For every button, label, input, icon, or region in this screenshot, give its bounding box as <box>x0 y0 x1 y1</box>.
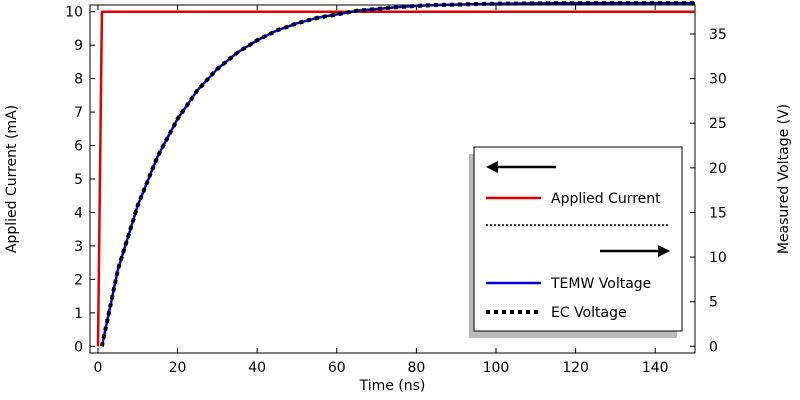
y-left-tick-label: 4 <box>74 205 83 221</box>
series-applied-current <box>96 10 695 347</box>
x-tick-label: 0 <box>93 360 102 376</box>
y-left-tick-label: 7 <box>74 105 83 121</box>
y-right-tick-label: 20 <box>709 161 727 177</box>
legend-label-applied-current: Applied Current <box>551 191 661 207</box>
y-left-axis-title: Applied Current (mA) <box>4 105 20 253</box>
y-right-tick-label: 15 <box>709 205 727 221</box>
y-left-tick-label: 3 <box>74 239 83 255</box>
y-left-tick-label: 2 <box>74 272 83 288</box>
y-right-tick-label: 10 <box>709 250 727 266</box>
y-left-tick-label: 10 <box>65 5 83 21</box>
y-right-tick-label: 25 <box>709 116 727 132</box>
y-left-tick-label: 9 <box>74 38 83 54</box>
y-left-tick-label: 1 <box>74 306 83 322</box>
series-ec-voltage <box>99 1 695 347</box>
x-tick-label: 20 <box>169 360 187 376</box>
x-tick-label: 80 <box>407 360 425 376</box>
legend-label-ec-voltage: EC Voltage <box>551 305 627 321</box>
x-tick-label: 40 <box>248 360 266 376</box>
y-left-tick-label: 8 <box>74 72 83 88</box>
arrow-left-icon <box>486 161 498 173</box>
legend-box <box>473 146 683 332</box>
y-left-tick-label: 6 <box>74 139 83 155</box>
x-tick-label: 140 <box>642 360 669 376</box>
x-axis-title: Time (ns) <box>359 378 426 394</box>
arrow-right-icon <box>658 245 670 257</box>
y-left-tick-label: 5 <box>74 172 83 188</box>
x-tick-label: 60 <box>328 360 346 376</box>
y-right-tick-label: 30 <box>709 72 727 88</box>
y-right-tick-label: 5 <box>709 295 718 311</box>
y-right-tick-label: 0 <box>709 339 718 355</box>
legend-label-temw-voltage: TEMW Voltage <box>550 276 651 292</box>
y-left-tick-label: 0 <box>74 339 83 355</box>
x-tick-label: 100 <box>483 360 510 376</box>
x-tick-label: 120 <box>562 360 589 376</box>
y-right-tick-label: 35 <box>709 27 727 43</box>
y-right-axis-title: Measured Voltage (V) <box>776 104 792 254</box>
